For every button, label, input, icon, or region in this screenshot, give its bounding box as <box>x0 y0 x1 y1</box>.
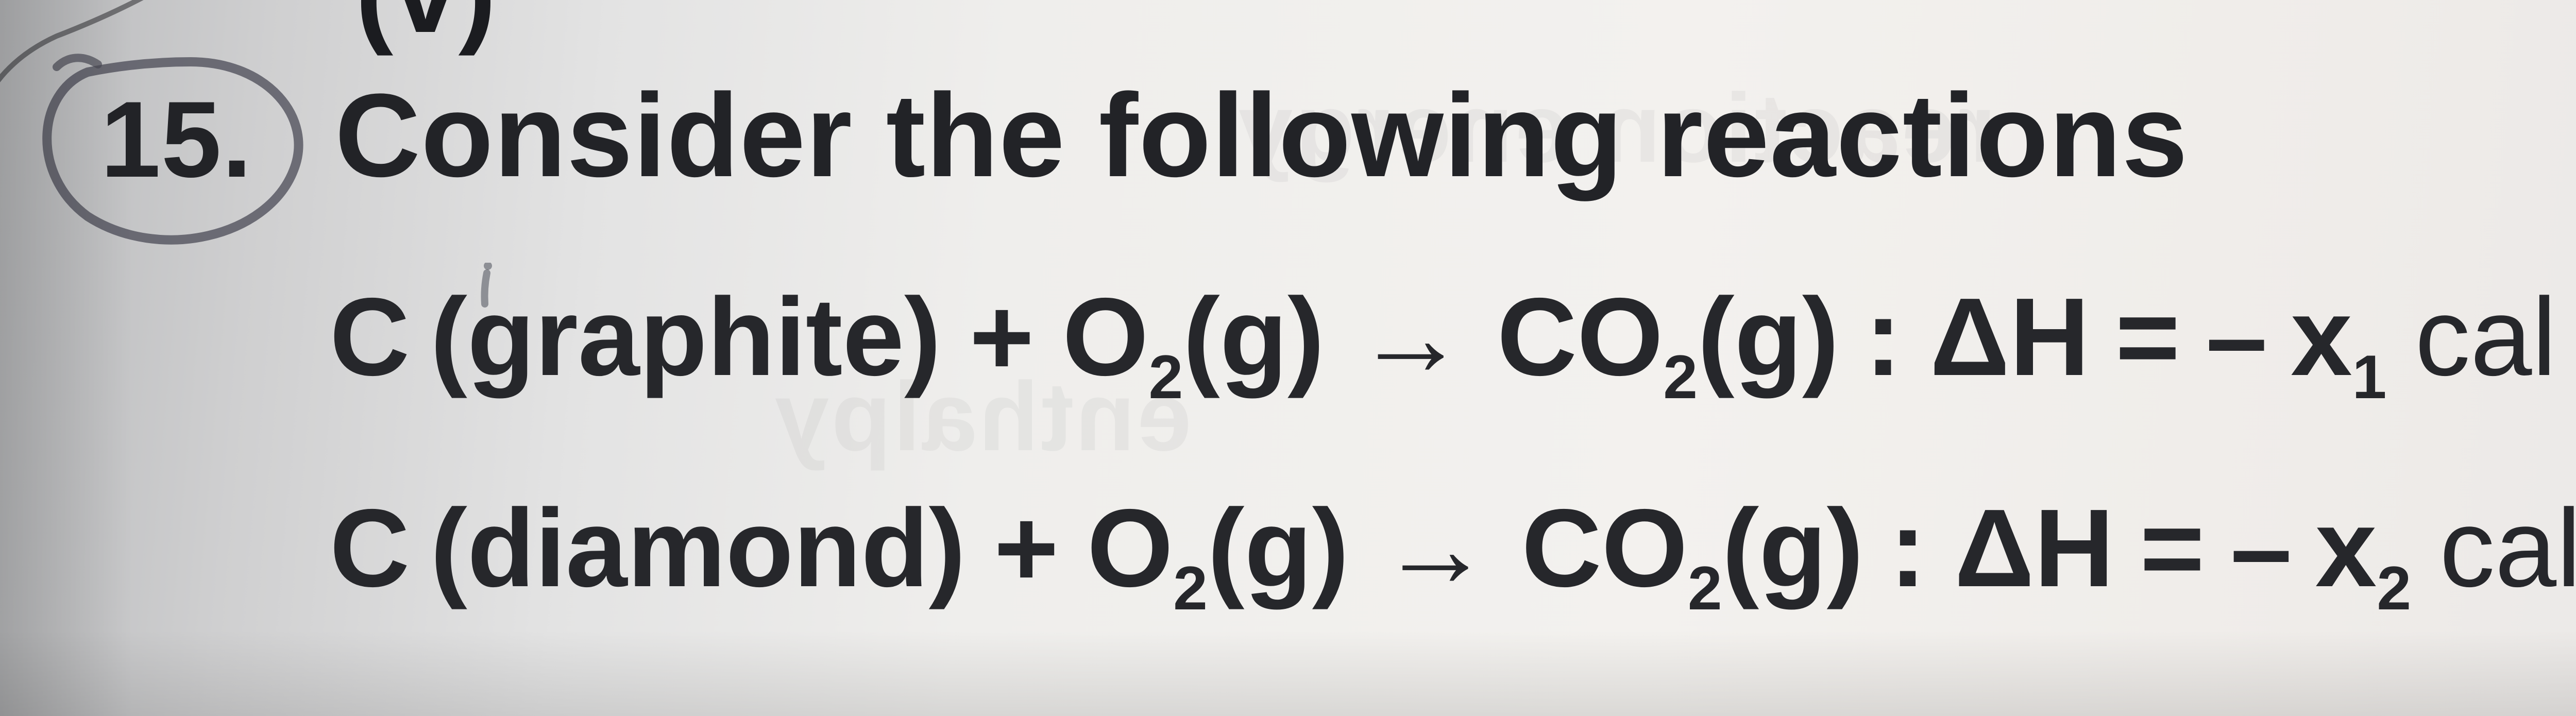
r1-arrow: → <box>1355 273 1466 401</box>
r2-reagent-sub: 2 <box>1173 553 1208 624</box>
r1-paren-open: ( <box>430 273 467 401</box>
r1-reagent-phase: (g) <box>1183 273 1325 401</box>
r1-product-phase: (g) <box>1698 273 1839 401</box>
r2-arrow: → <box>1380 484 1490 612</box>
r1-equals: = <box>2115 273 2180 401</box>
handwriting-top-right-text: – x₁ + – x₂ <box>2574 49 2576 188</box>
r1-colon: : <box>1865 273 1902 401</box>
r2-reagent-phase: (g) <box>1208 484 1349 612</box>
clipped-prev-line: (v) <box>355 0 497 58</box>
r1-allotrope: graphite <box>467 273 904 401</box>
r1-paren-close: ) <box>904 273 941 401</box>
reaction-row-1: C ( graphite ) + O 2 (g) → CO 2 (g) : ΔH… <box>330 273 2556 401</box>
r1-product-sub: 2 <box>1663 342 1698 413</box>
r2-colon: : <box>1889 484 1926 612</box>
r1-deltaH: ΔH <box>1930 273 2090 401</box>
question-prompt-text: Consider the following reactions <box>335 69 2188 201</box>
r2-reagent: O <box>1087 484 1173 612</box>
r1-reagent-sub: 2 <box>1148 342 1183 413</box>
r1-x: x <box>2291 273 2352 401</box>
r1-minus: – <box>2206 273 2267 401</box>
r2-product: CO <box>1521 484 1688 612</box>
question-number: 15. <box>100 77 252 202</box>
r2-paren-close: ) <box>929 484 966 612</box>
r2-product-sub: 2 <box>1688 553 1722 624</box>
r1-species: C <box>330 273 410 401</box>
r1-unit: cal <box>2415 273 2556 401</box>
r2-x-sub: 2 <box>2377 553 2411 624</box>
r2-product-phase: (g) <box>1722 484 1864 612</box>
r2-plus: + <box>994 484 1059 612</box>
r2-deltaH: ΔH <box>1955 484 2114 612</box>
r1-plus: + <box>970 273 1035 401</box>
r2-unit: cal <box>2439 484 2576 612</box>
r1-product: CO <box>1497 273 1664 401</box>
reaction-row-2: C ( diamond ) + O 2 (g) → CO 2 (g) : ΔH … <box>330 484 2576 612</box>
r2-allotrope: diamond <box>467 484 929 612</box>
question-number-text: 15. <box>100 79 252 200</box>
r1-x-sub: 1 <box>2352 342 2387 413</box>
handwriting-top-right: – x₁ + – x₂ <box>2574 47 2576 190</box>
r1-reagent: O <box>1062 273 1148 401</box>
r2-species: C <box>330 484 410 612</box>
r2-paren-open: ( <box>430 484 467 612</box>
r2-equals: = <box>2140 484 2205 612</box>
clipped-prev-line-text: (v) <box>355 0 497 56</box>
r2-x: x <box>2315 484 2377 612</box>
r2-minus: – <box>2230 484 2292 612</box>
question-prompt: Consider the following reactions <box>335 67 2188 203</box>
